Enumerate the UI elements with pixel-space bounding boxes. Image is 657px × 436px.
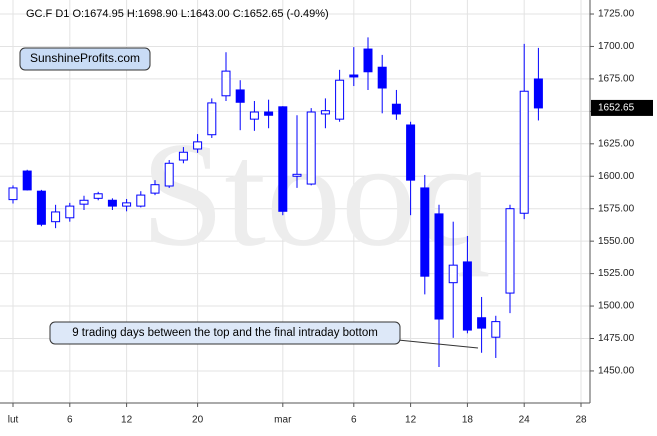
- candle-body: [477, 317, 487, 329]
- y-tick-label: 1675.00: [598, 74, 635, 85]
- x-tick-label: 20: [192, 415, 204, 426]
- candle-body: [434, 213, 444, 320]
- candle-body: [278, 106, 288, 212]
- x-tick-label: 6: [67, 415, 73, 426]
- y-tick-label: 1700.00: [598, 41, 635, 52]
- candle-body: [505, 208, 515, 294]
- source-label: SunshineProfits.com: [30, 51, 140, 65]
- x-tick-label: 12: [121, 415, 133, 426]
- candle-body: [519, 90, 529, 214]
- watermark: Stooq: [141, 111, 491, 277]
- candle-body: [249, 111, 259, 120]
- candle-body: [335, 79, 345, 120]
- candle-body: [8, 187, 18, 201]
- x-tick-label: 12: [405, 415, 417, 426]
- candle-body: [221, 70, 231, 97]
- candle-body: [22, 170, 32, 191]
- y-tick-label: 1500.00: [598, 301, 635, 312]
- last-price-box: [591, 99, 653, 116]
- candle-body: [349, 74, 359, 78]
- y-tick-label: 1625.00: [598, 138, 635, 149]
- candle-body: [51, 211, 61, 223]
- chart-title: GC.F D1 O:1674.95 H:1698.90 L:1643.00 C:…: [26, 8, 329, 20]
- candle-body: [65, 205, 75, 219]
- candle-body: [391, 103, 401, 115]
- candle-body: [320, 110, 330, 115]
- candle-body: [462, 261, 472, 331]
- y-tick-label: 1475.00: [598, 333, 635, 344]
- x-tick-label: 24: [519, 415, 531, 426]
- annotation-pointer: [397, 339, 479, 349]
- candle-body: [164, 162, 174, 187]
- source-box: [19, 47, 151, 71]
- candle-body: [136, 194, 146, 207]
- candle-body: [448, 264, 458, 284]
- y-tick-label: 1450.00: [598, 366, 635, 377]
- candle-body: [292, 173, 302, 177]
- candle-body: [235, 89, 245, 103]
- x-tick-label: mar: [274, 415, 292, 426]
- candle-body: [207, 102, 217, 136]
- annotation-box: [49, 321, 401, 345]
- y-tick-label: 1725.00: [598, 9, 635, 20]
- last-price-label: 1652.65: [598, 103, 635, 114]
- candle-body: [122, 202, 132, 207]
- y-tick-label: 1575.00: [598, 203, 635, 214]
- candle-body: [36, 190, 46, 225]
- x-tick-label: lut: [8, 415, 19, 426]
- x-tick-label: 18: [462, 415, 474, 426]
- candle-body: [193, 141, 203, 150]
- candle-body: [79, 199, 89, 205]
- x-tick-label: 28: [575, 415, 587, 426]
- candle-body: [264, 111, 274, 116]
- candle-body: [420, 187, 430, 277]
- candle-body: [377, 66, 387, 89]
- y-tick-label: 1600.00: [598, 171, 635, 182]
- annotation: 9 trading days between the top and the f…: [72, 327, 378, 339]
- candle-body: [107, 199, 117, 207]
- y-tick-label: 1525.00: [598, 268, 635, 279]
- candle-body: [406, 124, 416, 181]
- candle-body: [363, 48, 373, 73]
- candle-body: [178, 151, 188, 161]
- candle-body: [306, 111, 316, 185]
- y-tick-label: 1550.00: [598, 236, 635, 247]
- candle-body: [491, 321, 501, 338]
- candle-body: [93, 193, 103, 199]
- candle-body: [150, 184, 160, 194]
- x-tick-label: 6: [351, 415, 357, 426]
- candle-body: [533, 78, 543, 109]
